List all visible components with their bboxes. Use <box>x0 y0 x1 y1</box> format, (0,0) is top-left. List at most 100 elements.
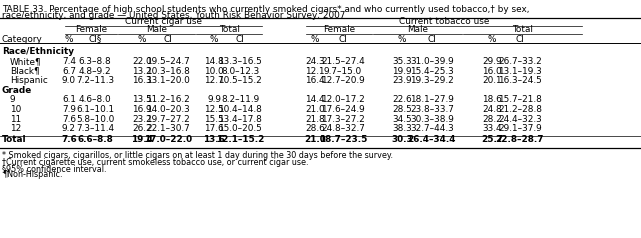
Text: Total: Total <box>512 25 533 35</box>
Text: 20.1: 20.1 <box>482 76 502 85</box>
Text: 12.5: 12.5 <box>204 105 224 114</box>
Text: 23.9: 23.9 <box>392 76 412 85</box>
Text: 16.9: 16.9 <box>132 105 152 114</box>
Text: 21.2–28.8: 21.2–28.8 <box>498 105 542 114</box>
Text: Female: Female <box>75 25 107 35</box>
Text: 26.7–33.2: 26.7–33.2 <box>498 57 542 66</box>
Text: 22.8–28.7: 22.8–28.7 <box>495 135 544 144</box>
Text: 14.0–20.3: 14.0–20.3 <box>146 105 190 114</box>
Text: %: % <box>311 35 319 44</box>
Text: Grade: Grade <box>2 86 32 95</box>
Text: CI: CI <box>338 35 347 44</box>
Text: 16.3: 16.3 <box>132 76 152 85</box>
Text: %: % <box>65 35 73 44</box>
Text: CI: CI <box>163 35 172 44</box>
Text: 19.3–29.2: 19.3–29.2 <box>410 76 454 85</box>
Text: 30.3–38.9: 30.3–38.9 <box>410 115 454 124</box>
Text: CI§: CI§ <box>88 35 102 44</box>
Text: 17.3–27.2: 17.3–27.2 <box>321 115 365 124</box>
Text: 12.7: 12.7 <box>204 76 224 85</box>
Text: 6.1: 6.1 <box>62 95 76 104</box>
Text: 14.4: 14.4 <box>305 95 325 104</box>
Text: Total: Total <box>219 25 240 35</box>
Text: 22.6: 22.6 <box>392 95 412 104</box>
Text: 32.7–44.3: 32.7–44.3 <box>410 124 454 133</box>
Text: 7.4: 7.4 <box>62 57 76 66</box>
Text: 19.5–24.7: 19.5–24.7 <box>146 57 190 66</box>
Text: * Smoked cigars, cigarillos, or little cigars on at least 1 day during the 30 da: * Smoked cigars, cigarillos, or little c… <box>2 152 393 160</box>
Text: 16.3–24.5: 16.3–24.5 <box>498 76 542 85</box>
Text: Total: Total <box>2 135 27 144</box>
Text: 14.8: 14.8 <box>204 57 224 66</box>
Text: 9.2: 9.2 <box>62 124 76 133</box>
Text: Category: Category <box>2 35 43 44</box>
Text: 12.0–17.2: 12.0–17.2 <box>321 95 365 104</box>
Text: 21.8: 21.8 <box>305 115 325 124</box>
Text: 24.4–32.3: 24.4–32.3 <box>498 115 542 124</box>
Text: 10.0: 10.0 <box>204 67 224 76</box>
Text: 17.0–22.0: 17.0–22.0 <box>144 135 192 144</box>
Text: %: % <box>398 35 406 44</box>
Text: 13.3–16.5: 13.3–16.5 <box>218 57 262 66</box>
Text: %: % <box>138 35 146 44</box>
Text: CI: CI <box>515 35 524 44</box>
Text: 23.2: 23.2 <box>132 115 152 124</box>
Text: 7.6: 7.6 <box>61 135 77 144</box>
Text: 31.0–39.9: 31.0–39.9 <box>410 57 454 66</box>
Text: 23.8–33.7: 23.8–33.7 <box>410 105 454 114</box>
Text: Black¶: Black¶ <box>10 67 40 76</box>
Text: CI: CI <box>235 35 244 44</box>
Text: 7.6: 7.6 <box>62 115 76 124</box>
Text: 24.8: 24.8 <box>482 105 502 114</box>
Text: 10: 10 <box>10 105 21 114</box>
Text: 16.4: 16.4 <box>305 76 325 85</box>
Text: 4.8–9.2: 4.8–9.2 <box>79 67 112 76</box>
Text: 8.0–12.3: 8.0–12.3 <box>221 67 259 76</box>
Text: 13.1–20.0: 13.1–20.0 <box>146 76 190 85</box>
Text: 9: 9 <box>10 95 15 104</box>
Text: 21.0: 21.0 <box>305 105 325 114</box>
Text: 10.5–15.2: 10.5–15.2 <box>218 76 262 85</box>
Text: 9.9: 9.9 <box>207 95 221 104</box>
Text: 10.4–14.8: 10.4–14.8 <box>218 105 262 114</box>
Text: 13.2: 13.2 <box>132 67 152 76</box>
Text: 38.3: 38.3 <box>392 124 412 133</box>
Text: 13.4–17.8: 13.4–17.8 <box>218 115 262 124</box>
Text: 18.6: 18.6 <box>482 95 502 104</box>
Text: 6.7: 6.7 <box>62 67 76 76</box>
Text: 13.5: 13.5 <box>132 95 152 104</box>
Text: 34.5: 34.5 <box>392 115 412 124</box>
Text: Current cigar use: Current cigar use <box>125 18 202 26</box>
Text: 13.6: 13.6 <box>203 135 225 144</box>
Text: 4.6–8.0: 4.6–8.0 <box>79 95 112 104</box>
Text: 6.3–8.8: 6.3–8.8 <box>79 57 112 66</box>
Text: 15.7–21.8: 15.7–21.8 <box>498 95 542 104</box>
Text: Female: Female <box>323 25 355 35</box>
Text: 12: 12 <box>10 124 21 133</box>
Text: 35.3: 35.3 <box>392 57 412 66</box>
Text: 28.5: 28.5 <box>392 105 412 114</box>
Text: race/ethnicity, and grade — United States, Youth Risk Behavior Survey, 2007: race/ethnicity, and grade — United State… <box>2 11 345 20</box>
Text: 19.4: 19.4 <box>131 135 153 144</box>
Text: 8.2–11.9: 8.2–11.9 <box>221 95 259 104</box>
Text: 7.3–11.4: 7.3–11.4 <box>76 124 114 133</box>
Text: 28.2: 28.2 <box>482 115 502 124</box>
Text: 24.8–32.7: 24.8–32.7 <box>321 124 365 133</box>
Text: 11: 11 <box>10 115 21 124</box>
Text: 5.8–10.0: 5.8–10.0 <box>76 115 114 124</box>
Text: 17.6–24.9: 17.6–24.9 <box>321 105 365 114</box>
Text: TABLE 33. Percentage of high school students who currently smoked cigars* and wh: TABLE 33. Percentage of high school stud… <box>2 5 529 14</box>
Text: 12.7–20.9: 12.7–20.9 <box>321 76 365 85</box>
Text: 12.1: 12.1 <box>305 67 325 76</box>
Text: 19.7–27.2: 19.7–27.2 <box>146 115 190 124</box>
Text: 21.5–27.4: 21.5–27.4 <box>321 57 365 66</box>
Text: 22.1–30.7: 22.1–30.7 <box>146 124 190 133</box>
Text: Male: Male <box>146 25 167 35</box>
Text: 6.1–10.1: 6.1–10.1 <box>76 105 114 114</box>
Text: Race/Ethnicity: Race/Ethnicity <box>2 48 74 56</box>
Text: Current tobacco use: Current tobacco use <box>399 18 489 26</box>
Text: 30.3: 30.3 <box>391 135 413 144</box>
Text: 29.9: 29.9 <box>482 57 502 66</box>
Text: 21.0: 21.0 <box>304 135 326 144</box>
Text: 19.9: 19.9 <box>392 67 412 76</box>
